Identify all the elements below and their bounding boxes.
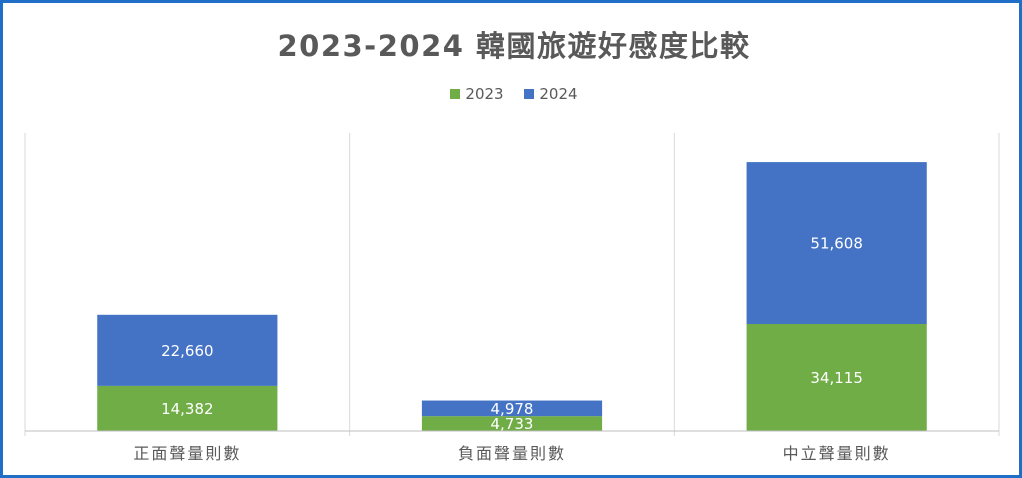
data-label-2024-3: 51,608 [810, 235, 863, 253]
bar-2023-2 [421, 416, 603, 431]
legend-item-2023: 2023 [450, 85, 504, 103]
bar-2024-3 [746, 162, 927, 324]
chart-legend: 2023 2024 [3, 85, 1022, 103]
category-label-1: 正面聲量則數 [133, 444, 241, 463]
category-label-3: 中立聲量則數 [783, 444, 891, 463]
bar-2023-1 [97, 385, 278, 431]
legend-label-2024: 2024 [539, 85, 578, 103]
chart-title: 2023-2024 韓國旅遊好感度比較 [277, 29, 751, 63]
data-label-2023-2: 4,733 [491, 415, 534, 433]
legend-swatch-2024 [524, 89, 535, 99]
bar-2024-1 [97, 314, 278, 386]
bar-2024-2 [421, 400, 603, 417]
data-label-2023-3: 34,115 [810, 369, 863, 387]
category-label-2: 負面聲量則數 [458, 444, 566, 463]
data-label-2023-1: 14,382 [161, 400, 214, 418]
data-label-2024-1: 22,660 [161, 342, 214, 360]
bar-2023-3 [746, 323, 927, 431]
legend-label-2023: 2023 [465, 85, 504, 103]
legend-item-2024: 2024 [524, 85, 578, 103]
data-label-2024-2: 4,978 [491, 400, 534, 418]
legend-swatch-2023 [450, 89, 461, 99]
